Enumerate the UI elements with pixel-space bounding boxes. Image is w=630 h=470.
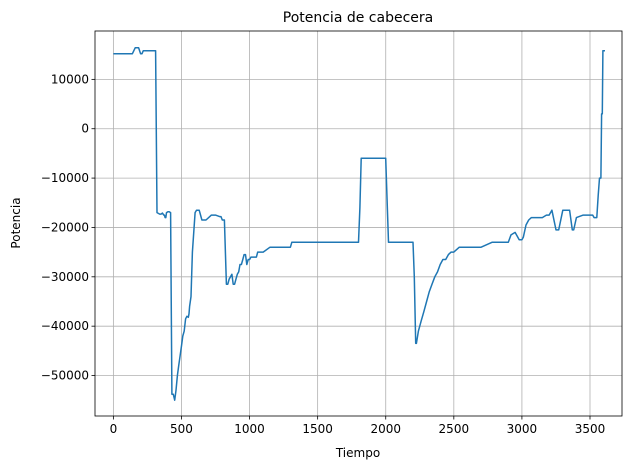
x-tick-label: 0 [110, 422, 118, 436]
y-axis-ticks: −50000 −40000 −30000 −20000 −10000 0 10000 [41, 72, 95, 383]
y-axis-label: Potencia [9, 197, 23, 248]
y-tick-label: 10000 [51, 72, 89, 86]
x-axis-label: Tiempo [335, 446, 380, 460]
x-axis-ticks: 0 500 1000 1500 2000 2500 3000 3500 [110, 416, 606, 436]
y-tick-label: −40000 [41, 319, 89, 333]
x-tick-label: 500 [170, 422, 193, 436]
series-layer [113, 47, 605, 401]
y-tick-label: −30000 [41, 270, 89, 284]
y-tick-label: 0 [81, 122, 89, 136]
y-tick-label: −10000 [41, 171, 89, 185]
plot-frame [94, 30, 623, 417]
y-tick-label: −50000 [41, 369, 89, 383]
y-tick-label: −20000 [41, 220, 89, 234]
grid [95, 31, 622, 416]
chart-title: Potencia de cabecera [283, 10, 433, 26]
series-line-0 [113, 47, 605, 401]
x-tick-label: 1500 [302, 422, 333, 436]
x-tick-label: 3500 [575, 422, 606, 436]
x-tick-label: 2000 [370, 422, 401, 436]
x-tick-label: 3000 [507, 422, 538, 436]
x-tick-label: 1000 [234, 422, 265, 436]
x-tick-label: 2500 [439, 422, 470, 436]
